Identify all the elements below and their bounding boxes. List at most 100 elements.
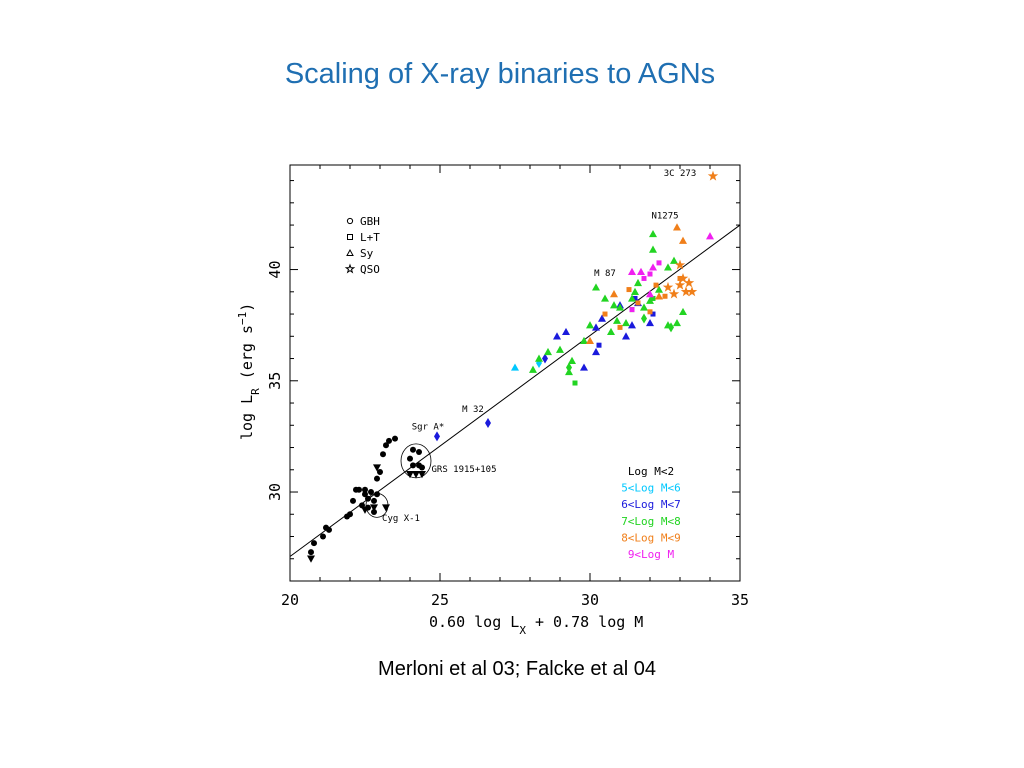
y-axis-title-part1: log L (238, 395, 256, 440)
data-point-triangle (655, 285, 663, 293)
data-point-triangle (634, 278, 642, 287)
data-point-square (656, 260, 662, 266)
data-point-star (686, 286, 698, 297)
y-axis-title: log LR (erg s−1) (236, 303, 262, 440)
data-point-square (641, 275, 647, 281)
data-point-triangle (616, 303, 624, 311)
data-point-triangle (622, 332, 630, 340)
mass-legend-entry: 5<Log M<6 (621, 482, 681, 495)
data-point-star (707, 170, 719, 181)
data-point-star (683, 277, 695, 288)
data-point-triangle (592, 283, 600, 291)
data-point-circle (362, 486, 368, 493)
data-point-square (647, 309, 653, 315)
legend-symbol-square (347, 234, 353, 240)
data-point-star (680, 286, 692, 297)
data-point-triangle (679, 236, 687, 244)
data-point-triangle (664, 263, 672, 271)
data-point-circle (380, 451, 386, 458)
annotation-label: GRS 1915+105 (431, 465, 496, 475)
data-point-circle (362, 491, 368, 498)
data-point-square (632, 295, 638, 301)
data-point-star (662, 281, 674, 292)
annotations: 3C 273 N1275 M 87 M 32 Sgr A* GRS 1915+105 Cyg… (382, 169, 696, 524)
legend-symbol-star (344, 263, 356, 274)
data-point-triangle (631, 287, 639, 296)
annotation-label: N1275 (651, 211, 678, 221)
data-point-triangle (598, 314, 606, 322)
slide-title: Scaling of X-ray binaries to AGNs (284, 58, 716, 90)
data-point-square (677, 275, 683, 281)
mass-legend-entry: 7<Log M<8 (621, 515, 681, 528)
data-point-square (602, 311, 608, 317)
data-point-triangle-down (370, 504, 378, 512)
data-point-circle (368, 489, 374, 496)
data-point-triangle (529, 365, 537, 373)
data-point-star (674, 259, 686, 270)
data-point-triangle (535, 354, 543, 362)
data-point-triangle (568, 356, 576, 364)
y-axis-title-sup: −1 (236, 312, 249, 325)
data-point-star (674, 279, 686, 290)
data-point-circle (377, 468, 383, 475)
data-point-circle (374, 475, 380, 482)
data-point-circle (419, 464, 425, 471)
data-point-triangle (706, 232, 714, 240)
data-point-triangle (580, 336, 588, 344)
data-point-triangle (580, 363, 588, 371)
data-point-triangle (628, 294, 636, 302)
data-point-triangle (610, 290, 618, 298)
y-axis-title-sub: R (249, 388, 262, 395)
data-point-triangle-down (361, 506, 369, 514)
data-point-circle (326, 526, 332, 533)
data-point-circle (374, 491, 380, 498)
mass-legend-entry: 6<Log M<7 (621, 498, 681, 511)
data-point-diamond (641, 313, 647, 324)
data-point-triangle (562, 327, 570, 336)
citation-caption: Merloni et al 03; Falcke et al 04 (378, 658, 656, 680)
data-point-square (647, 271, 653, 277)
data-point-square (596, 342, 602, 348)
data-point-circle (311, 540, 317, 547)
data-point-circle (365, 495, 371, 502)
data-point-circle (320, 533, 326, 540)
data-point-triangle (613, 316, 621, 324)
data-point-triangle (607, 327, 615, 336)
data-point-square (653, 282, 659, 288)
data-point-triangle-down (412, 471, 420, 479)
data-point-triangle (601, 294, 609, 302)
data-point-square (650, 295, 656, 301)
data-point-star (668, 288, 680, 299)
data-point-square (617, 324, 623, 330)
data-point-triangle (586, 336, 594, 344)
x-axis-title-sub: X (519, 624, 526, 637)
data-point-diamond (542, 353, 548, 364)
data-point-triangle-down (382, 504, 390, 512)
data-point-triangle (592, 323, 600, 331)
data-point-diamond (566, 362, 572, 373)
data-point-triangle (673, 318, 681, 327)
data-point-triangle (655, 292, 663, 300)
svg-text:0.60 log LX + 0.78 log M: 0.60 log LX + 0.78 log M (429, 613, 643, 637)
data-point-triangle (649, 245, 657, 253)
data-point-diamond (434, 431, 440, 442)
annotation-label: 3C 273 (664, 169, 697, 179)
x-axis-title-part2: + 0.78 log M (526, 613, 643, 631)
data-point-circle (386, 437, 392, 444)
data-point-circle (410, 446, 416, 453)
data-point-triangle-down (418, 471, 426, 479)
fit-line-group (289, 224, 741, 557)
data-point-triangle (511, 363, 519, 371)
data-point-triangle (640, 303, 648, 311)
data-point-diamond (485, 418, 491, 429)
annotation-label: Cyg X-1 (382, 514, 420, 524)
data-point-circle (371, 509, 377, 516)
y-tick-label: 35 (266, 372, 284, 390)
svg-text:log LR (erg s−1): log LR (erg s−1) (236, 303, 262, 440)
data-point-triangle (622, 318, 630, 327)
data-point-square (635, 300, 641, 306)
x-axis-title-part1: 0.60 log L (429, 613, 519, 631)
data-point-triangle (544, 347, 552, 356)
data-point-diamond (668, 322, 674, 333)
